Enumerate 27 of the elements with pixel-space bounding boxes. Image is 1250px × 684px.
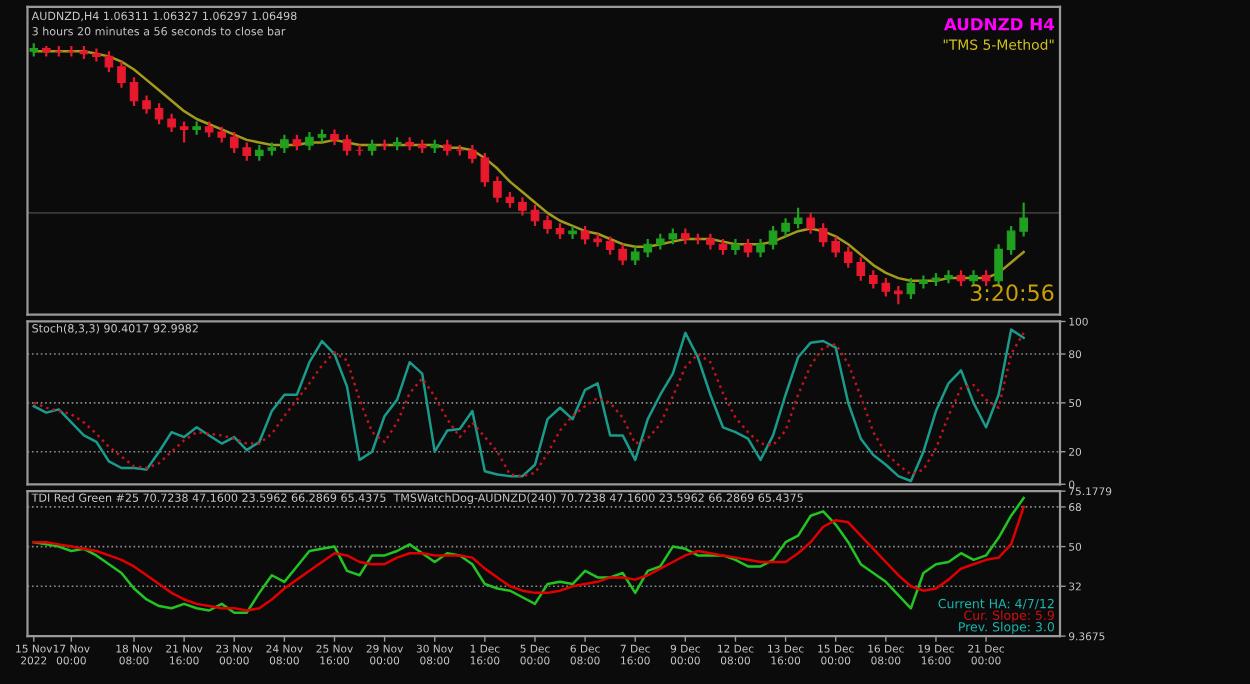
candlestick xyxy=(142,94,151,115)
candlestick xyxy=(280,133,289,155)
candlestick xyxy=(944,269,953,285)
candlestick xyxy=(154,102,164,126)
candlestick xyxy=(756,237,765,259)
annotation: 3:20:56 xyxy=(970,284,1054,302)
candlestick xyxy=(530,203,540,228)
candlestick xyxy=(543,214,552,235)
candlestick xyxy=(342,133,352,157)
candlestick xyxy=(117,60,126,89)
candlestick xyxy=(179,120,189,144)
text: AUDNZD H4 xyxy=(943,18,1055,31)
candlestick xyxy=(129,76,139,108)
candlestick xyxy=(906,277,916,301)
candlestick xyxy=(305,130,314,152)
candlestick xyxy=(919,274,928,290)
candlestick xyxy=(781,217,790,238)
candlestick xyxy=(793,206,803,230)
candlestick xyxy=(806,211,815,235)
candlestick xyxy=(768,224,778,251)
candlestick xyxy=(167,112,176,134)
candlestick xyxy=(92,47,101,63)
candlestick xyxy=(493,175,502,204)
candlestick xyxy=(743,237,753,259)
candlestick xyxy=(104,50,114,74)
candlestick xyxy=(994,243,1003,288)
candlestick xyxy=(518,196,527,217)
